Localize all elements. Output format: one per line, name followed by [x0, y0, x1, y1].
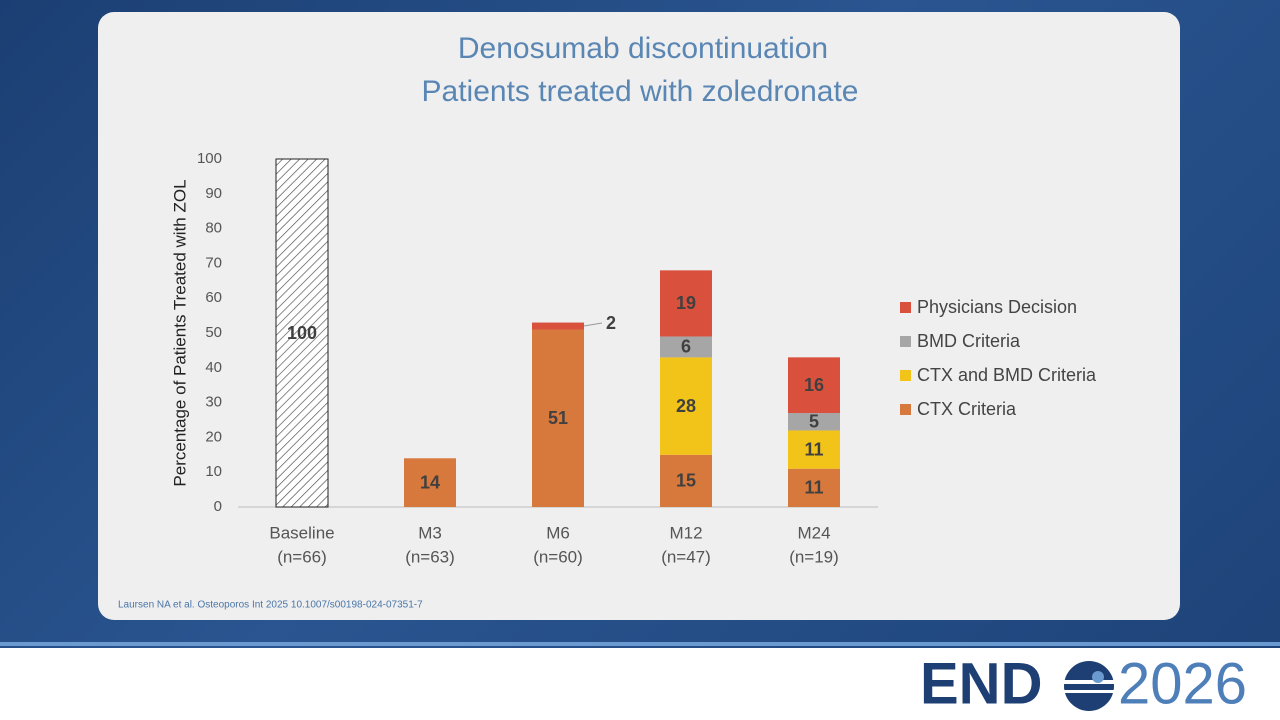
y-tick-label: 40 — [205, 359, 222, 376]
data-label: 28 — [676, 396, 696, 416]
y-tick-label: 20 — [205, 428, 222, 445]
data-label: 100 — [287, 323, 317, 343]
y-tick-label: 50 — [205, 324, 222, 341]
y-axis-title: Percentage of Patients Treated with ZOL — [170, 179, 189, 486]
legend-swatch — [900, 370, 911, 381]
logo-left: END — [920, 651, 1042, 716]
bar-segment — [660, 336, 712, 358]
y-tick-label: 60 — [205, 289, 222, 306]
legend-label: Physicians Decision — [917, 297, 1077, 317]
y-tick-label: 80 — [205, 220, 222, 237]
x-tick-label: M12 — [669, 523, 702, 542]
bar-segment — [788, 430, 840, 469]
x-tick-label: (n=63) — [405, 547, 455, 566]
x-tick-label: Baseline — [269, 523, 334, 542]
x-tick-label: (n=47) — [661, 547, 711, 566]
citation: Laursen NA et al. Osteoporos Int 2025 10… — [118, 600, 423, 611]
legend-label: BMD Criteria — [917, 331, 1021, 351]
bar-segment — [660, 454, 712, 507]
bar-segment — [788, 357, 840, 414]
legend-label: CTX Criteria — [917, 399, 1017, 419]
chart-title: Patients treated with zoledronate — [422, 75, 859, 108]
data-label: 5 — [809, 411, 819, 431]
y-tick-label: 70 — [205, 254, 222, 271]
chart-title: Denosumab discontinuation — [458, 32, 828, 65]
data-label: 11 — [804, 439, 823, 459]
bar-segment — [532, 322, 584, 330]
x-tick-label: M3 — [418, 523, 442, 542]
data-label: 2 — [606, 313, 616, 333]
logo-right: 2026 — [1118, 651, 1247, 716]
data-label: 16 — [804, 375, 824, 395]
bar-segment — [532, 329, 584, 507]
y-tick-label: 0 — [214, 498, 222, 515]
y-tick-label: 90 — [205, 185, 222, 202]
data-label: 14 — [420, 472, 440, 492]
x-tick-label: (n=66) — [277, 547, 327, 566]
x-tick-label: (n=19) — [789, 547, 839, 566]
data-label: 51 — [548, 408, 568, 428]
x-tick-label: (n=60) — [533, 547, 583, 566]
panel — [98, 12, 1180, 620]
data-label: 15 — [676, 471, 696, 491]
x-tick-label: M24 — [797, 523, 830, 542]
data-label: 11 — [804, 478, 823, 498]
data-label: 19 — [676, 293, 696, 313]
leader-line — [583, 322, 603, 327]
y-tick-label: 30 — [205, 394, 222, 411]
bar-segment — [275, 158, 329, 508]
y-tick-label: 10 — [205, 463, 222, 480]
legend-label: CTX and BMD Criteria — [917, 365, 1097, 385]
x-tick-label: M6 — [546, 523, 570, 542]
bar-segment — [404, 458, 456, 507]
legend-swatch — [900, 302, 911, 313]
data-label: 6 — [681, 337, 691, 357]
bar-segment — [788, 468, 840, 507]
divider — [0, 642, 1280, 646]
legend-swatch — [900, 404, 911, 415]
bar-segment — [788, 413, 840, 431]
y-tick-label: 100 — [197, 150, 222, 167]
bar-segment — [660, 270, 712, 337]
legend-swatch — [900, 336, 911, 347]
bar-segment — [660, 357, 712, 455]
logo-globe — [1062, 661, 1116, 711]
